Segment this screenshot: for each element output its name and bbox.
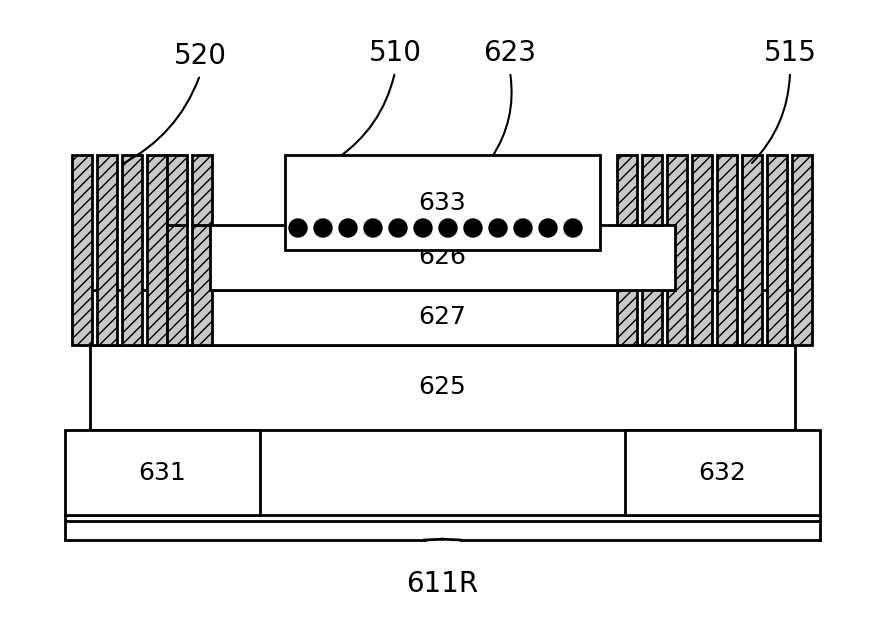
Bar <box>617 225 637 345</box>
Bar <box>90 345 795 430</box>
Circle shape <box>314 219 332 237</box>
Circle shape <box>414 219 432 237</box>
Circle shape <box>439 219 457 237</box>
Bar <box>65 515 820 521</box>
Bar <box>767 155 787 345</box>
Bar <box>90 290 795 345</box>
Text: 627: 627 <box>419 305 466 329</box>
Text: 632: 632 <box>698 460 746 484</box>
Bar <box>692 155 712 345</box>
Circle shape <box>489 219 507 237</box>
Text: 611R: 611R <box>406 570 479 598</box>
Circle shape <box>464 219 482 237</box>
Bar <box>617 155 637 225</box>
Bar <box>192 155 212 225</box>
Bar <box>167 225 187 345</box>
Circle shape <box>514 219 532 237</box>
Text: 623: 623 <box>483 39 536 67</box>
Bar <box>792 155 812 345</box>
Text: 625: 625 <box>419 376 466 399</box>
Bar <box>642 225 662 345</box>
Bar <box>72 155 92 345</box>
Bar <box>167 155 187 225</box>
Bar <box>742 155 762 345</box>
Bar <box>122 155 142 345</box>
Circle shape <box>389 219 407 237</box>
Bar <box>285 155 600 250</box>
Bar <box>667 155 687 345</box>
Bar <box>97 155 117 345</box>
Bar <box>642 155 662 225</box>
Circle shape <box>364 219 382 237</box>
Text: 520: 520 <box>173 42 227 70</box>
Circle shape <box>289 219 307 237</box>
Circle shape <box>539 219 557 237</box>
Bar <box>65 430 260 515</box>
Bar <box>147 155 167 345</box>
Circle shape <box>564 219 582 237</box>
Text: 633: 633 <box>419 191 466 215</box>
Bar <box>625 430 820 515</box>
Text: 631: 631 <box>139 460 187 484</box>
Bar <box>210 225 675 290</box>
Bar <box>717 155 737 345</box>
Text: 626: 626 <box>419 246 466 270</box>
Bar <box>192 225 212 345</box>
Circle shape <box>339 219 357 237</box>
Text: 510: 510 <box>368 39 421 67</box>
Text: 515: 515 <box>764 39 817 67</box>
